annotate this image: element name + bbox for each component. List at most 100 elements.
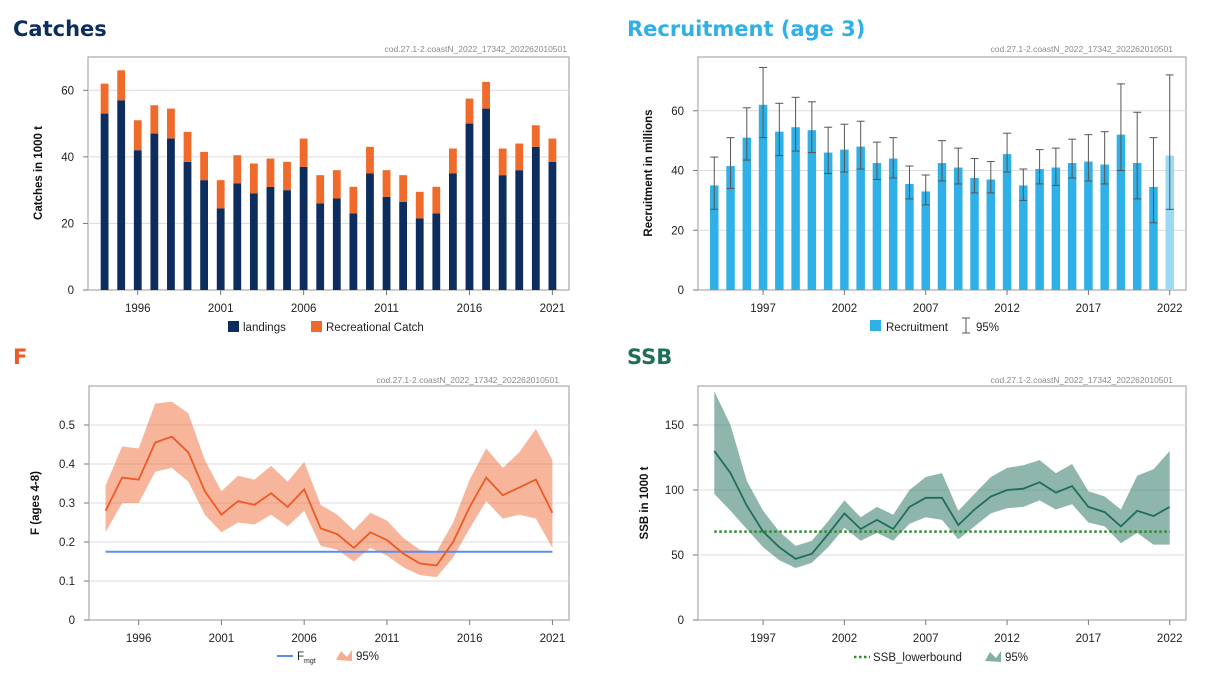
bar-recreational-catch [399,175,408,202]
bar-recreational-catch [465,98,474,124]
bar-recreational-catch [133,120,142,151]
catches-ytick: 0 [68,285,74,297]
legend-label-fmgt: Fmgt [297,651,316,665]
bar-recreational-catch [515,143,524,171]
catches-x-ticks: 1996 2001 2006 2011 2016 2021 [125,303,565,315]
bar-landings [249,193,258,290]
ssb-line [713,450,1171,560]
catches-xtick: 2011 [374,303,399,315]
bar-recreational-catch [366,146,374,174]
catches-ytick: 20 [61,218,74,230]
bar-landings [133,150,142,290]
f-x-ticks: 1996 2001 2006 2011 2016 2021 [126,633,565,645]
f-ytick: 0.1 [59,576,75,588]
ssb-y-ticks: 0 50 100 150 [665,420,684,627]
f-ytick: 0 [69,615,75,627]
bar-landings [531,146,540,290]
f-xtick: 2006 [291,633,317,645]
bar-landings [316,203,325,290]
recruitment-source-label: cod.27.1-2.coastN_2022_17342_20226201050… [991,44,1174,54]
bar-recreational-catch [448,148,457,174]
catches-source-label: cod.27.1-2.coastN_2022_17342_20226201050… [385,44,568,54]
ssb-title: SSB [627,345,672,369]
recruitment-xtick: 1997 [750,303,776,315]
recruitment-legend: Recruitment 95% [870,317,999,334]
recruitment-ytick: 20 [671,225,684,237]
bar-recruitment [872,163,882,290]
bar-landings [200,180,209,290]
bar-recruitment [856,146,865,290]
legend-label-recruitment: Recruitment [886,322,949,334]
legend-label-f-ci: 95% [356,651,379,663]
bar-landings [233,183,242,290]
bar-recreational-catch [316,175,325,204]
bar-landings [432,213,441,290]
errorbar-legend-icon [962,317,970,334]
bar-landings [366,173,374,290]
ssb-source-label: cod.27.1-2.coastN_2022_17342_20226201050… [991,375,1174,385]
bar-landings [117,100,126,291]
bar-landings [349,213,358,290]
bar-recreational-catch [283,161,291,191]
bar-recreational-catch [150,105,159,134]
f-gridlines [84,424,569,625]
bar-recreational-catch [266,158,275,187]
bar-recruitment [1116,134,1126,290]
catches-xtick: 1996 [125,303,151,315]
bar-landings [498,175,507,290]
ssb-ytick: 0 [678,615,684,627]
bar-landings [515,170,524,290]
legend-label-f: F [297,651,304,663]
bar-landings [548,161,557,290]
catches-y-axis-label: Catches in 1000 t [33,126,45,220]
bar-recruitment [937,163,947,290]
catches-xtick: 2006 [291,303,317,315]
f-y-ticks: 0 0.1 0.2 0.3 0.4 0.5 [59,420,76,627]
bar-recruitment [758,104,768,291]
bar-recruitment [954,167,963,290]
bar-recreational-catch [349,186,358,214]
legend-swatch-landings [228,321,239,332]
catches-bars [100,70,557,291]
ssb-ytick: 100 [665,485,684,497]
bar-recreational-catch [432,186,441,214]
bar-recruitment [807,130,817,290]
recruitment-y-ticks: 0 20 40 60 [671,106,684,297]
f-y-axis-label: F (ages 4-8) [30,471,42,535]
bar-landings [100,113,109,290]
recruitment-ytick: 60 [671,106,684,118]
bar-recruitment [1100,164,1109,290]
bar-recruitment [840,149,849,290]
ssb-xtick: 2007 [913,633,939,645]
bar-recreational-catch [531,125,540,147]
ssb-legend: SSB_lowerbound 95% [854,651,1028,664]
bar-recruitment [1084,161,1093,290]
catches-panel: Catches cod.27.1-2.coastN_2022_17342_202… [13,17,570,334]
bar-landings [415,218,424,290]
bar-recruitment [1165,155,1174,290]
bar-recruitment [888,158,898,290]
bar-recruitment [1002,154,1012,290]
f-source-label: cod.27.1-2.coastN_2022_17342_20226201050… [377,375,560,385]
f-ytick: 0.2 [59,537,75,549]
legend-label-recreational: Recreational Catch [326,322,424,334]
bar-recruitment [823,152,833,290]
catches-title: Catches [13,17,107,41]
recruitment-title: Recruitment (age 3) [627,17,865,41]
bar-recruitment [775,131,784,290]
bar-recreational-catch [200,151,209,181]
bar-recruitment [726,166,735,290]
recruitment-xtick: 2022 [1157,303,1183,315]
bar-landings [332,198,341,290]
bar-landings [382,196,391,290]
bar-recreational-catch [382,170,391,197]
f-ytick: 0.3 [59,498,75,510]
catches-xtick: 2021 [540,303,566,315]
legend-label-f-subscript: mgt [304,658,316,665]
catches-legend: landings Recreational Catch [228,321,424,334]
bar-recreational-catch [100,83,109,114]
catches-y-ticks: 0 20 40 60 [61,85,74,297]
bar-recruitment [1051,167,1061,290]
legend-swatch-f-ci [336,650,352,661]
